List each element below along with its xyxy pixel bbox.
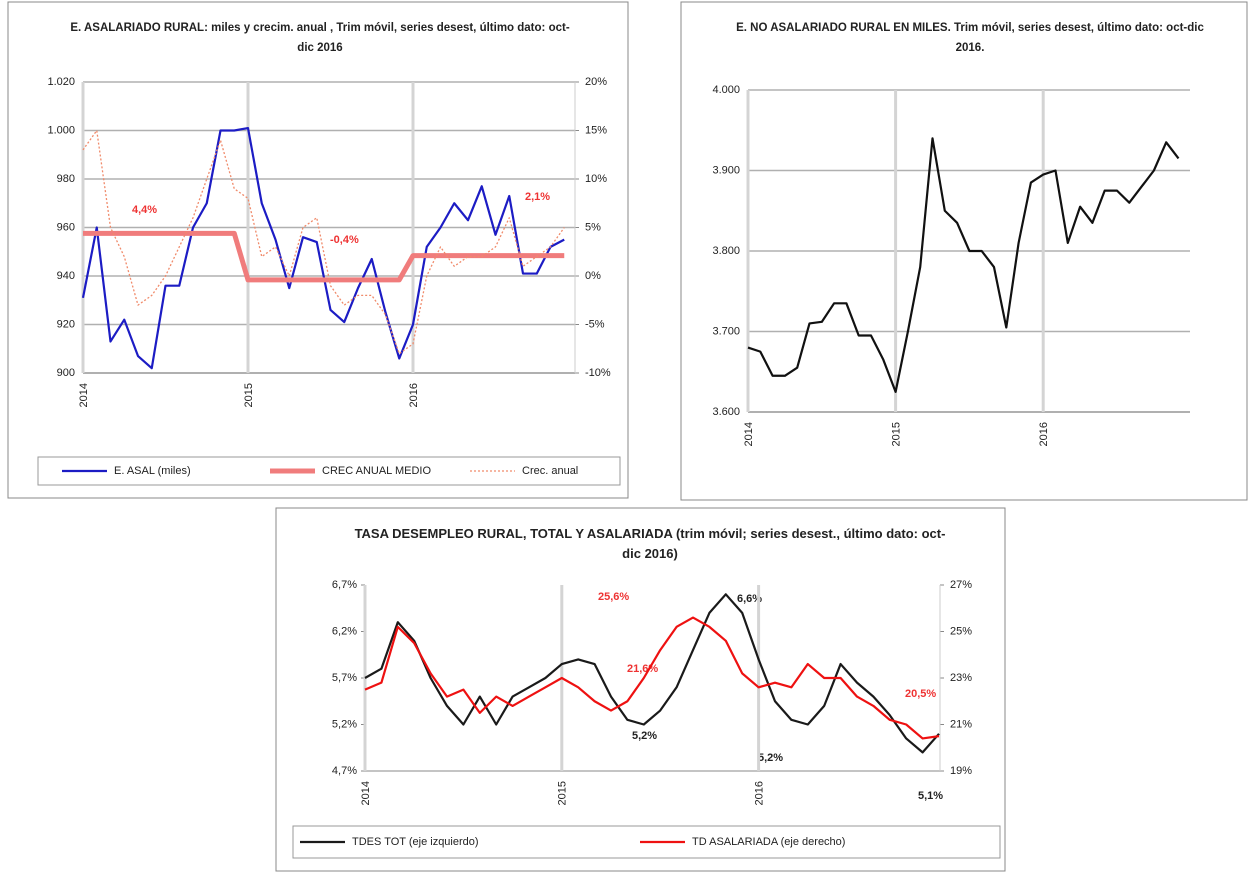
- y-tick-label: 3.800: [712, 245, 740, 257]
- series-line: [747, 137, 1180, 393]
- x-tick-label: 2015: [243, 383, 255, 407]
- x-tick-label: 2014: [78, 383, 90, 407]
- y2-tick-label: 23%: [950, 672, 972, 684]
- y2-tick-label: -5%: [585, 318, 605, 330]
- panel: [680, 1, 1248, 501]
- y-tick-label: 6,2%: [332, 625, 357, 637]
- legend-label: Crec. anual: [522, 465, 578, 477]
- annotation: 4,4%: [132, 204, 157, 216]
- y-tick-label: 1.020: [47, 76, 75, 88]
- y-tick-label: 1.000: [47, 124, 75, 136]
- y-tick-label: 6,7%: [332, 579, 357, 591]
- y2-tick-label: -10%: [585, 367, 611, 379]
- chart-title: E. NO ASALARIADO RURAL EN MILES. Trim mó…: [736, 22, 1204, 54]
- legend-label: CREC ANUAL MEDIO: [322, 465, 431, 477]
- y-tick-label: 900: [57, 367, 75, 379]
- y2-tick-label: 20%: [585, 76, 607, 88]
- annotation: -0,4%: [330, 234, 359, 246]
- x-tick-label: 2015: [557, 781, 569, 805]
- y-tick-label: 5,2%: [332, 718, 357, 730]
- legend-box: [37, 456, 621, 486]
- x-tick-label: 2016: [1038, 422, 1050, 446]
- annotation: 5,2%: [758, 752, 783, 764]
- x-tick-label: 2016: [754, 781, 766, 805]
- y2-tick-label: 25%: [950, 625, 972, 637]
- chart-title: TASA DESEMPLEO RURAL, TOTAL Y ASALARIADA…: [354, 526, 946, 561]
- y-tick-label: 3.600: [712, 406, 740, 418]
- legend-label: TD ASALARIADA (eje derecho): [692, 836, 845, 848]
- y2-tick-label: 15%: [585, 124, 607, 136]
- series-line: [364, 616, 940, 740]
- panel: [275, 507, 1006, 872]
- annotation: 25,6%: [598, 591, 629, 603]
- chart-title: E. ASALARIADO RURAL: miles y crecim. anu…: [70, 22, 570, 54]
- legend-label: E. ASAL (miles): [114, 465, 191, 477]
- y-tick-label: 4.000: [712, 84, 740, 96]
- x-tick-label: 2015: [891, 422, 903, 446]
- x-tick-label: 2016: [408, 383, 420, 407]
- y-tick-label: 920: [57, 318, 75, 330]
- series-line: [364, 593, 940, 754]
- y-tick-label: 980: [57, 173, 75, 185]
- y2-tick-label: 27%: [950, 579, 972, 591]
- x-tick-label: 2014: [743, 422, 755, 446]
- y2-tick-label: 0%: [585, 270, 601, 282]
- y-tick-label: 5,7%: [332, 672, 357, 684]
- annotation: 5,2%: [632, 730, 657, 742]
- series-line: [81, 126, 565, 370]
- y-tick-label: 4,7%: [332, 765, 357, 777]
- y2-tick-label: 21%: [950, 718, 972, 730]
- annotation: 20,5%: [905, 688, 936, 700]
- y2-tick-label: 5%: [585, 221, 601, 233]
- annotation: 5,1%: [918, 790, 943, 802]
- x-tick-label: 2014: [360, 781, 372, 805]
- y-tick-label: 3.900: [712, 164, 740, 176]
- panel: [7, 1, 629, 499]
- y-tick-label: 960: [57, 221, 75, 233]
- y2-tick-label: 19%: [950, 765, 972, 777]
- annotation: 21,6%: [627, 663, 658, 675]
- series-line: [83, 230, 565, 283]
- legend-label: TDES TOT (eje izquierdo): [352, 836, 479, 848]
- y2-tick-label: 10%: [585, 173, 607, 185]
- annotation: 6,6%: [737, 593, 762, 605]
- series-line: [82, 129, 565, 355]
- annotation: 2,1%: [525, 191, 550, 203]
- y-tick-label: 3.700: [712, 325, 740, 337]
- y-tick-label: 940: [57, 270, 75, 282]
